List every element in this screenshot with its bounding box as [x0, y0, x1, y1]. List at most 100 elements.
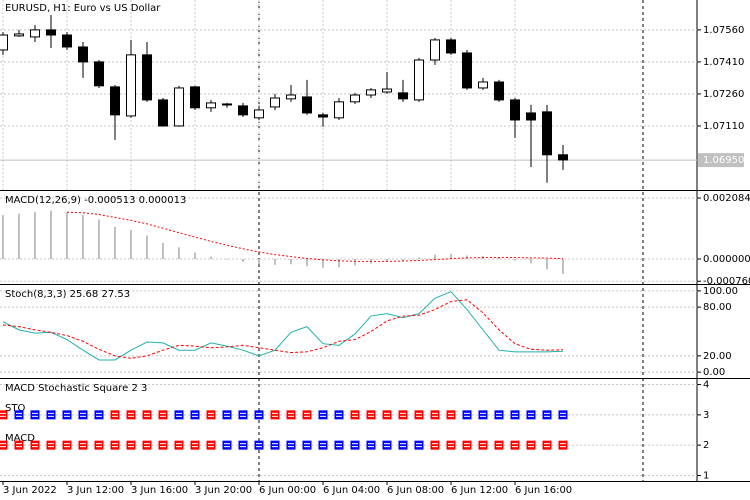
y-tick-label: 80.00 — [703, 302, 732, 313]
signal-square — [382, 440, 392, 450]
signal-square — [30, 440, 40, 450]
candle-body — [446, 39, 456, 54]
signal-square — [190, 440, 200, 450]
signal-square — [334, 410, 344, 420]
series-label: STO — [5, 403, 25, 414]
x-tick-label: 6 Jun 16:00 — [515, 485, 572, 496]
y-tick-label: 100.00 — [703, 286, 738, 297]
signal-square — [126, 440, 136, 450]
candle-body — [366, 89, 376, 96]
signal-square — [414, 440, 424, 450]
signal-square — [190, 410, 200, 420]
y-tick-label: 3 — [703, 410, 709, 421]
candle-body — [238, 105, 248, 116]
signal-square — [510, 410, 520, 420]
signal-square — [46, 410, 56, 420]
signal-square — [94, 440, 104, 450]
signal-square — [158, 440, 168, 450]
signal-square — [318, 410, 328, 420]
signal-square — [110, 440, 120, 450]
signal-square — [286, 410, 296, 420]
signal-square — [494, 410, 504, 420]
x-tick-label: 3 Jun 12:00 — [67, 485, 124, 496]
current-price-box — [698, 153, 744, 168]
signal-square — [462, 440, 472, 450]
signal-square — [110, 410, 120, 420]
signal-square — [206, 410, 216, 420]
candle-body — [494, 81, 504, 101]
candle-body — [542, 111, 552, 156]
y-tick-label: 20.00 — [703, 351, 732, 362]
signal-square — [350, 440, 360, 450]
candle-body — [206, 102, 216, 109]
y-tick-label: 0.00 — [703, 367, 725, 378]
signal-square — [478, 410, 488, 420]
signal-square — [366, 440, 376, 450]
candle-body — [286, 94, 296, 100]
signal-square — [318, 440, 328, 450]
signal-square — [302, 410, 312, 420]
current-price-label: 1.06950 — [703, 155, 744, 166]
candle-body — [430, 39, 440, 61]
candle-body — [46, 29, 56, 36]
signal-square — [510, 440, 520, 450]
candle-body — [126, 54, 136, 117]
candle-body — [462, 52, 472, 89]
signal-square — [158, 410, 168, 420]
y-tick-label: 0.000000 — [703, 254, 750, 265]
signal-line — [66, 211, 564, 262]
signal-square — [366, 410, 376, 420]
signal-square — [0, 410, 8, 420]
signal-line — [2, 299, 564, 359]
candle-body — [302, 96, 312, 114]
signal-square — [14, 440, 24, 450]
candle-body — [350, 94, 360, 103]
candle-body — [318, 114, 328, 118]
y-tick-label: 4 — [703, 380, 709, 391]
x-tick-label: 3 Jun 2022 — [3, 485, 57, 496]
y-tick-label: 1.07110 — [703, 121, 744, 132]
main-line — [2, 291, 564, 361]
signal-square — [542, 410, 552, 420]
series-label: MACD — [5, 433, 35, 444]
signal-square — [126, 410, 136, 420]
candle-body — [94, 61, 104, 87]
candle-body — [174, 87, 184, 127]
signal-square — [558, 410, 568, 420]
signal-square — [350, 410, 360, 420]
candle-body — [334, 101, 344, 119]
x-tick-label: 3 Jun 20:00 — [195, 485, 252, 496]
candle-body — [526, 112, 536, 121]
pane-title: MACD(12,26,9) -0.000513 0.000013 — [5, 195, 186, 206]
x-tick-label: 6 Jun 00:00 — [259, 485, 316, 496]
candle-body — [158, 99, 168, 127]
signal-square — [78, 410, 88, 420]
signal-square — [78, 440, 88, 450]
candle-body — [14, 33, 24, 37]
signal-square — [30, 410, 40, 420]
signal-square — [286, 440, 296, 450]
candle-body — [414, 59, 424, 101]
signal-square — [462, 410, 472, 420]
y-tick-label: 1.07560 — [703, 25, 744, 36]
candle-body — [62, 34, 72, 48]
candle-body — [30, 29, 40, 38]
signal-square — [414, 410, 424, 420]
y-tick-label: 1.07410 — [703, 57, 744, 68]
signal-square — [430, 410, 440, 420]
candle-body — [78, 46, 88, 63]
signal-square — [270, 410, 280, 420]
signal-square — [542, 440, 552, 450]
x-tick-label: 6 Jun 12:00 — [451, 485, 508, 496]
signal-square — [526, 410, 536, 420]
x-tick-label: 6 Jun 04:00 — [323, 485, 380, 496]
candle-body — [270, 97, 280, 108]
candle-body — [254, 109, 264, 119]
signal-square — [398, 410, 408, 420]
signal-square — [270, 440, 280, 450]
candle-body — [478, 81, 488, 89]
signal-square — [142, 410, 152, 420]
signal-square — [0, 440, 8, 450]
